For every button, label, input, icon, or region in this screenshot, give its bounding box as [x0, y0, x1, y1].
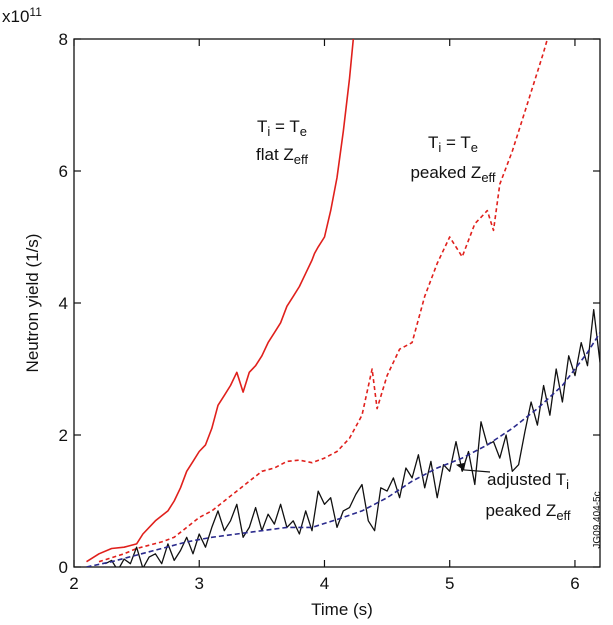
series-line-ti-te-peaked-zeff	[98, 39, 549, 563]
annotation-text: adjusted T	[487, 470, 566, 489]
annotation-peaked-line-1: Ti = Te	[428, 133, 478, 155]
annotation-text: T	[428, 133, 438, 152]
annotation-arrow-line	[460, 469, 491, 473]
series-line-adjusted-fit	[86, 332, 600, 567]
annotation-text: peaked Z	[410, 163, 481, 182]
annotation-subscript: eff	[481, 170, 496, 185]
annotation-subscript: i	[566, 477, 569, 492]
y-tick-label: 6	[59, 162, 68, 181]
annotation-subscript: e	[471, 140, 478, 155]
annotation-subscript: eff	[556, 508, 571, 523]
x-tick-label: 4	[320, 574, 329, 593]
y-tick-label: 8	[59, 30, 68, 49]
x-tick-label: 5	[445, 574, 454, 593]
y-axis-label: Neutron yield (1/s)	[23, 234, 42, 373]
annotation-subscript: e	[300, 124, 307, 139]
x-tick-label: 2	[69, 574, 78, 593]
figure-code-label: JG09.404-5c	[592, 491, 603, 548]
y-multiplier-exponent: 11	[29, 5, 42, 19]
annotation-text: = T	[441, 133, 470, 152]
annotation-arrow-head	[455, 462, 466, 471]
series-layer	[86, 39, 600, 567]
x-axis-label: Time (s)	[311, 600, 373, 619]
series-clip-group	[86, 39, 600, 567]
annotation-text: flat Z	[256, 145, 294, 164]
annotation-text: = T	[270, 117, 299, 136]
annotation-text: T	[257, 117, 267, 136]
annotation-text: peaked Z	[485, 501, 556, 520]
annotation-subscript: eff	[294, 152, 309, 167]
labels-layer: Time (s) Neutron yield (1/s) x1011 JG09.…	[2, 5, 603, 619]
y-multiplier-label: x1011	[2, 5, 42, 26]
annotation-flat-line-1: Ti = Te	[257, 117, 307, 139]
y-tick-label: 4	[59, 294, 68, 313]
annotation-flat-line-2: flat Zeff	[256, 145, 308, 167]
y-multiplier-base: x10	[2, 7, 29, 26]
annotation-peaked-line-2: peaked Zeff	[410, 163, 495, 185]
annotation-subscript: i	[438, 140, 441, 155]
y-tick-label: 0	[59, 558, 68, 577]
y-tick-label: 2	[59, 426, 68, 445]
x-tick-label: 6	[570, 574, 579, 593]
annotation-adjusted-line-1: adjusted Ti	[487, 470, 569, 492]
series-line-ti-te-flat-zeff	[86, 39, 355, 563]
series-line-adjusted-ti-peaked-zeff	[104, 308, 600, 567]
annotation-adjusted-line-2: peaked Zeff	[485, 501, 570, 523]
annotation-subscript: i	[267, 124, 270, 139]
x-tick-label: 3	[195, 574, 204, 593]
